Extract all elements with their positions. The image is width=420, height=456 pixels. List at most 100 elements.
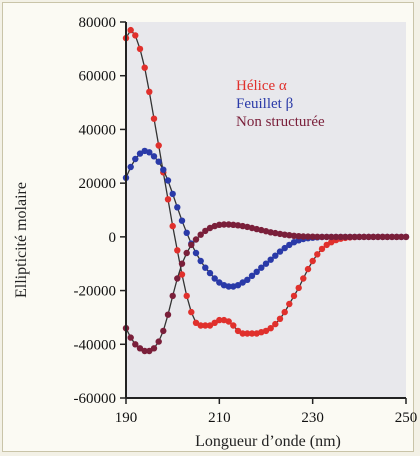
data-point [253,268,260,275]
data-point [234,282,242,289]
data-point [286,232,293,239]
data-point [314,233,321,240]
data-point [239,330,246,337]
data-point [346,233,354,241]
data-point [225,221,232,228]
x-tick-label: 250 [395,410,418,426]
data-point [304,233,312,240]
data-point [127,334,134,341]
data-point [178,217,186,224]
data-point [188,308,195,316]
data-point [379,233,386,241]
data-point [155,142,162,149]
data-point [225,318,232,325]
data-point [132,341,139,348]
data-point [267,256,274,263]
y-tick-label: -20000 [74,284,117,300]
data-point [211,275,218,282]
data-point [304,265,312,273]
data-point [272,252,279,259]
data-point [220,221,228,228]
data-point [197,257,204,265]
data-point [150,345,158,352]
data-point [202,264,209,271]
data-point [244,330,251,337]
data-point [384,233,391,241]
data-point [206,322,214,329]
data-point [300,233,307,240]
data-point [272,229,279,237]
data-point [290,292,298,300]
data-point [155,158,162,165]
data-point [398,233,405,241]
data-point [290,232,298,239]
legend-item: Non structurée [236,114,325,130]
data-point [318,233,326,241]
data-point [374,233,382,241]
data-point [300,275,307,282]
data-point [197,322,204,329]
y-tick-label: 60000 [79,69,117,85]
y-tick-label: -40000 [74,337,117,353]
data-point [136,45,144,53]
data-point [281,244,288,252]
data-point [160,327,167,335]
data-point [136,345,144,352]
legend-item: Hélice α [236,78,287,94]
data-point [178,260,186,267]
data-point [244,276,251,283]
plot-area [126,22,406,398]
data-point [183,292,190,300]
data-point [169,190,176,198]
data-point [314,251,321,258]
data-point [388,233,396,241]
data-point [318,245,326,253]
data-point [276,230,284,238]
y-tick-label: -60000 [74,391,117,407]
y-axis-label: Ellipticité molaire [13,182,30,298]
data-point [188,241,195,249]
data-point [276,248,284,255]
data-point [174,204,181,211]
data-point [342,233,349,241]
data-point [286,300,293,308]
data-point [281,308,288,316]
data-point [262,327,270,335]
data-point [262,260,270,267]
data-point [230,322,237,329]
data-point [169,222,176,230]
y-tick-label: 40000 [79,122,117,138]
x-tick-label: 190 [115,410,138,426]
data-point [216,279,223,286]
data-point [206,269,214,277]
legend-item: Feuillet β [236,96,293,112]
data-point [216,316,223,324]
data-point [192,236,200,243]
data-point [202,322,209,329]
data-point [225,283,232,290]
y-tick-label: 20000 [79,176,117,192]
data-point [141,347,148,355]
data-point [192,249,200,257]
data-point [127,26,134,34]
data-point [360,233,368,241]
data-point [164,196,172,203]
data-point [230,221,237,228]
data-point [258,264,265,271]
data-point [183,229,190,236]
data-point [332,233,340,241]
data-point [150,153,158,160]
data-point [272,320,279,328]
data-point [370,233,377,241]
data-point [132,32,139,39]
data-point [234,222,242,229]
data-point [393,233,400,241]
y-tick-label: 80000 [79,15,117,31]
data-point [309,233,316,240]
data-point [174,275,181,282]
data-point [192,319,200,326]
y-tick-label: 0 [109,230,117,246]
data-point [164,177,172,184]
